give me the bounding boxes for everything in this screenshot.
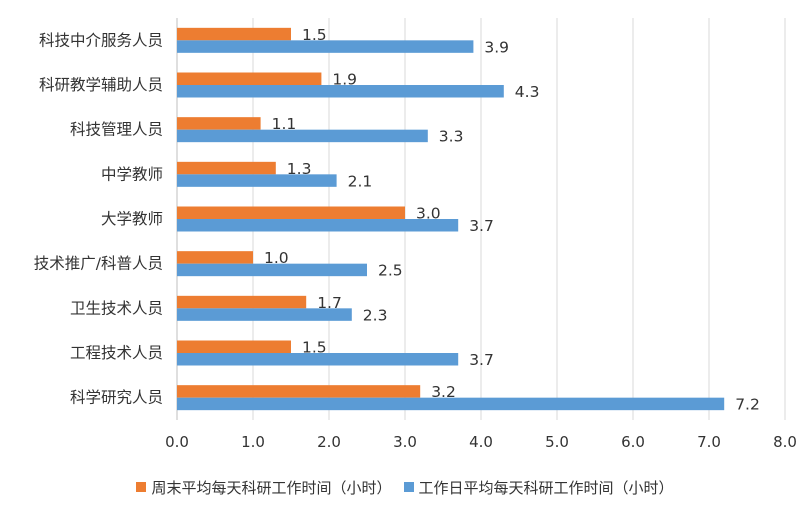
x-tick-label: 3.0 — [393, 433, 417, 451]
legend-label-weekday: 工作日平均每天科研工作时间（小时） — [418, 478, 674, 497]
y-category-label: 科技管理人员 — [70, 121, 163, 139]
data-label: 1.9 — [332, 71, 357, 89]
y-category-label: 大学教师 — [101, 210, 163, 228]
x-tick-label: 0.0 — [165, 433, 189, 451]
data-label: 1.3 — [287, 160, 312, 178]
bar — [177, 385, 421, 398]
bar — [177, 85, 504, 98]
y-category-label: 技术推广/科普人员 — [34, 255, 163, 273]
bar — [177, 219, 459, 232]
bar — [177, 206, 405, 219]
bar — [177, 129, 428, 143]
legend-label-weekend: 周末平均每天科研工作时间（小时） — [151, 478, 392, 497]
bar — [177, 263, 367, 277]
data-label: 2.3 — [363, 306, 388, 324]
legend: 周末平均每天科研工作时间（小时） 工作日平均每天科研工作时间（小时） — [0, 476, 810, 498]
y-category-label: 卫生技术人员 — [70, 299, 163, 317]
data-label: 1.7 — [317, 294, 342, 312]
y-category-label: 中学教师 — [101, 165, 163, 183]
bar — [177, 308, 352, 321]
bar — [177, 27, 291, 41]
data-label: 2.1 — [348, 172, 373, 190]
data-label: 1.0 — [264, 249, 289, 267]
y-category-label: 工程技术人员 — [70, 344, 163, 362]
bar — [177, 340, 291, 353]
x-tick-label: 5.0 — [545, 433, 569, 451]
legend-swatch-weekday — [403, 482, 414, 492]
data-label: 1.5 — [302, 26, 327, 44]
data-label: 3.9 — [484, 38, 509, 56]
data-label: 1.5 — [302, 339, 327, 357]
x-tick-label: 2.0 — [317, 433, 341, 451]
data-label: 1.1 — [272, 115, 297, 133]
legend-swatch-weekend — [136, 482, 147, 492]
data-label: 3.7 — [469, 351, 494, 369]
data-label: 3.2 — [431, 383, 456, 401]
y-category-label: 科技中介服务人员 — [39, 31, 163, 49]
bar — [177, 353, 459, 366]
data-label: 4.3 — [515, 83, 540, 101]
legend-item-weekday: 工作日平均每天科研工作时间（小时） — [403, 477, 674, 498]
y-category-label: 科学研究人员 — [70, 389, 163, 407]
x-tick-label: 7.0 — [697, 433, 721, 451]
bar — [177, 251, 253, 264]
bar — [177, 161, 276, 175]
data-label: 3.7 — [469, 217, 494, 235]
x-tick-label: 6.0 — [621, 433, 645, 451]
data-label: 3.3 — [439, 128, 464, 146]
data-label: 2.5 — [378, 262, 403, 280]
bar — [177, 174, 337, 187]
data-label: 7.2 — [735, 396, 760, 414]
bar — [177, 40, 474, 53]
bar — [177, 295, 307, 309]
x-tick-label: 4.0 — [469, 433, 493, 451]
bar — [177, 117, 261, 130]
bar — [177, 397, 725, 411]
data-label: 3.0 — [416, 205, 441, 223]
x-tick-label: 8.0 — [773, 433, 797, 451]
x-tick-label: 1.0 — [241, 433, 265, 451]
bar — [177, 72, 322, 85]
legend-item-weekend: 周末平均每天科研工作时间（小时） — [136, 477, 392, 498]
y-category-label: 科研教学辅助人员 — [39, 76, 163, 94]
